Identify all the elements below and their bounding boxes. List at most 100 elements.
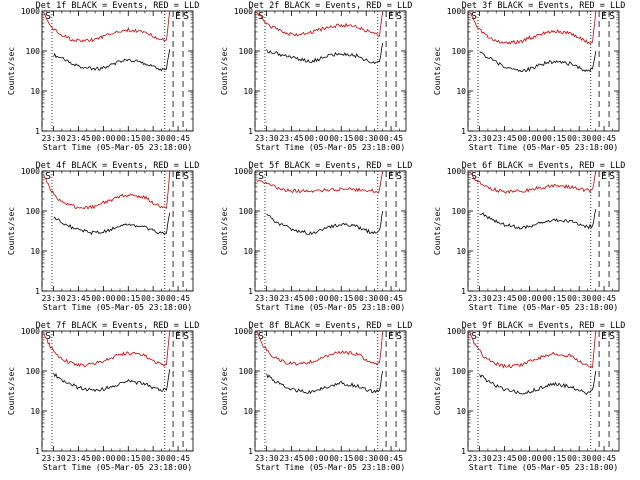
x-axis-label: Start Time (05-Mar-05 23:18:00) — [256, 143, 405, 152]
y-tick-label: 1000 — [21, 327, 40, 336]
detector-chart: Det 8f BLACK = Events, RED = LLD 1 10 100 10… — [220, 321, 412, 472]
x-axis-label: Start Time (05-Mar-05 23:18:00) — [469, 303, 618, 312]
x-tick-label: 23:30 — [255, 134, 279, 143]
plot-frame — [467, 330, 620, 452]
x-tick-label: 00:00 — [304, 454, 328, 463]
lld-series-line — [43, 330, 171, 367]
x-tick-label: 00:30 — [354, 134, 378, 143]
y-tick-label: 100 — [452, 367, 467, 376]
y-tick-label: 1 — [461, 447, 466, 456]
interval-marker-label: E — [175, 331, 181, 342]
x-tick-label: 00:15 — [329, 134, 353, 143]
y-tick-label: 100 — [239, 207, 254, 216]
x-tick-label: 23:30 — [42, 134, 66, 143]
y-axis-label: Counts/sec — [220, 207, 229, 255]
y-tick-label: 1000 — [21, 7, 40, 16]
y-tick-label: 1 — [248, 447, 253, 456]
detector-panel: Det 9f BLACK = Events, RED = LLD 1 10 100 10… — [426, 320, 639, 480]
interval-marker-label: S — [45, 171, 51, 182]
x-tick-label: 00:00 — [91, 134, 115, 143]
x-axis-label: Start Time (05-Mar-05 23:18:00) — [469, 463, 618, 472]
detector-panel: Det 8f BLACK = Events, RED = LLD 1 10 100 10… — [213, 320, 426, 480]
y-tick-label: 10 — [243, 407, 253, 416]
detector-chart: Det 5f BLACK = Events, RED = LLD 1 10 100 10… — [220, 161, 412, 312]
x-tick-label: 00:00 — [91, 294, 115, 303]
x-tick-label: 23:45 — [492, 294, 516, 303]
lld-series-line — [43, 170, 171, 210]
chart-title: Det 3f BLACK = Events, RED = LLD — [462, 1, 626, 11]
x-tick-label: 00:15 — [542, 294, 566, 303]
chart-title: Det 7f BLACK = Events, RED = LLD — [36, 321, 200, 331]
x-tick-label: 00:45 — [166, 454, 190, 463]
lld-series-line — [43, 10, 171, 43]
x-tick-label: 23:30 — [468, 454, 492, 463]
interval-marker-label: S — [45, 11, 51, 22]
x-tick-label: 23:30 — [468, 134, 492, 143]
detector-chart: Det 4f BLACK = Events, RED = LLD 1 10 100 10… — [7, 161, 199, 312]
x-tick-label: 00:30 — [141, 294, 165, 303]
x-tick-label: 00:30 — [141, 454, 165, 463]
lld-series-line — [256, 330, 384, 366]
x-axis-label: Start Time (05-Mar-05 23:18:00) — [43, 463, 192, 472]
y-tick-label: 10 — [30, 247, 40, 256]
x-tick-label: 23:45 — [492, 134, 516, 143]
detector-chart: Det 2f BLACK = Events, RED = LLD 1 10 100 10… — [220, 1, 413, 152]
x-tick-label: 00:15 — [329, 294, 353, 303]
x-tick-label: 23:45 — [66, 134, 90, 143]
x-tick-label: 00:15 — [329, 454, 353, 463]
x-tick-label: 00:30 — [354, 454, 378, 463]
x-tick-label: 23:30 — [255, 454, 279, 463]
chart-title: Det 2f BLACK = Events, RED = LLD — [249, 1, 413, 11]
x-axis-label: Start Time (05-Mar-05 23:18:00) — [256, 303, 405, 312]
y-axis-label: Counts/sec — [220, 367, 229, 415]
lld-series-line — [256, 170, 384, 194]
x-tick-label: 00:00 — [91, 454, 115, 463]
y-tick-label: 1000 — [21, 167, 40, 176]
detector-chart: Det 6f BLACK = Events, RED = LLD 1 10 100 10… — [433, 161, 625, 312]
interval-marker-label: E — [388, 11, 394, 22]
detector-panel: Det 1f BLACK = Events, RED = LLD 1 10 100 10… — [0, 0, 213, 160]
y-tick-label: 10 — [30, 87, 40, 96]
y-tick-label: 10 — [456, 247, 466, 256]
interval-marker-label: S — [471, 171, 477, 182]
x-tick-label: 00:45 — [379, 454, 403, 463]
x-tick-label: 00:15 — [116, 294, 140, 303]
x-tick-label: 00:00 — [304, 294, 328, 303]
y-tick-label: 100 — [26, 47, 41, 56]
x-tick-label: 00:45 — [166, 294, 190, 303]
x-tick-label: 00:00 — [517, 294, 541, 303]
interval-marker-label: S — [183, 11, 189, 22]
x-tick-label: 00:15 — [116, 454, 140, 463]
x-tick-label: 00:45 — [166, 134, 190, 143]
x-tick-label: 23:30 — [42, 294, 66, 303]
detector-chart: Det 1f BLACK = Events, RED = LLD 1 10 100 10… — [7, 1, 199, 152]
plot-frame — [41, 10, 194, 132]
y-tick-label: 100 — [452, 207, 467, 216]
detector-panel: Det 2f BLACK = Events, RED = LLD 1 10 100 10… — [213, 0, 426, 160]
y-tick-label: 1000 — [447, 7, 466, 16]
x-tick-label: 00:15 — [542, 134, 566, 143]
x-tick-label: 00:00 — [304, 134, 328, 143]
events-series-line — [53, 369, 171, 393]
events-series-line — [53, 212, 171, 236]
x-tick-label: 23:30 — [468, 294, 492, 303]
x-tick-label: 00:45 — [592, 294, 616, 303]
lld-series-line — [256, 10, 384, 37]
lld-series-line — [469, 170, 597, 194]
x-tick-label: 00:45 — [592, 454, 616, 463]
x-tick-label: 00:00 — [517, 134, 541, 143]
interval-marker-label: S — [471, 331, 477, 342]
y-tick-label: 100 — [239, 367, 254, 376]
x-tick-label: 00:30 — [141, 134, 165, 143]
interval-marker-label: S — [258, 331, 264, 342]
x-axis-label: Start Time (05-Mar-05 23:18:00) — [256, 463, 405, 472]
interval-marker-label: E — [175, 11, 181, 22]
x-axis-label: Start Time (05-Mar-05 23:18:00) — [43, 143, 192, 152]
interval-marker-label: S — [471, 11, 477, 22]
y-tick-label: 1 — [35, 127, 40, 136]
y-tick-label: 100 — [452, 47, 467, 56]
detector-chart: Det 9f BLACK = Events, RED = LLD 1 10 100 10… — [433, 321, 626, 472]
x-tick-label: 00:15 — [116, 134, 140, 143]
chart-title: Det 9f BLACK = Events, RED = LLD — [462, 321, 626, 331]
events-series-line — [266, 210, 384, 236]
